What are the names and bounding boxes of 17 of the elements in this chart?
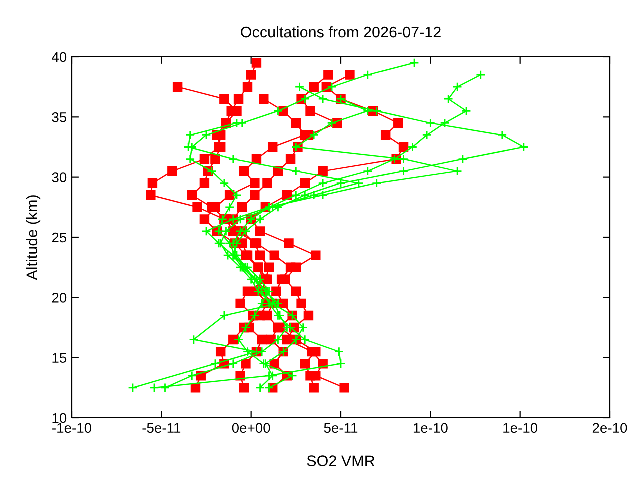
chart-title: Occultations from 2026-07-12 <box>241 26 441 38</box>
y-tick-label: 35 <box>52 112 67 122</box>
y-tick-label: 40 <box>52 52 67 62</box>
x-tick-label: 5e-11 <box>324 423 358 434</box>
x-tick-label: 1e-10 <box>414 423 448 434</box>
y-tick-label: 20 <box>52 293 67 303</box>
y-tick-label: 10 <box>52 413 67 424</box>
y-axis-title: Altitude (km) <box>26 196 41 280</box>
x-axis-title: SO2 VMR <box>307 456 375 466</box>
y-tick-label: 30 <box>52 172 67 183</box>
y-tick-label: 15 <box>52 353 67 364</box>
y-tick-label: 25 <box>52 232 67 243</box>
x-tick-label: 0e+00 <box>232 423 270 434</box>
x-tick-label: -1e-10 <box>52 423 92 434</box>
x-tick-label: -5e-11 <box>142 423 181 434</box>
x-tick-label: 2e-10 <box>592 423 628 434</box>
x-tick-label: 1e-10 <box>504 423 538 434</box>
